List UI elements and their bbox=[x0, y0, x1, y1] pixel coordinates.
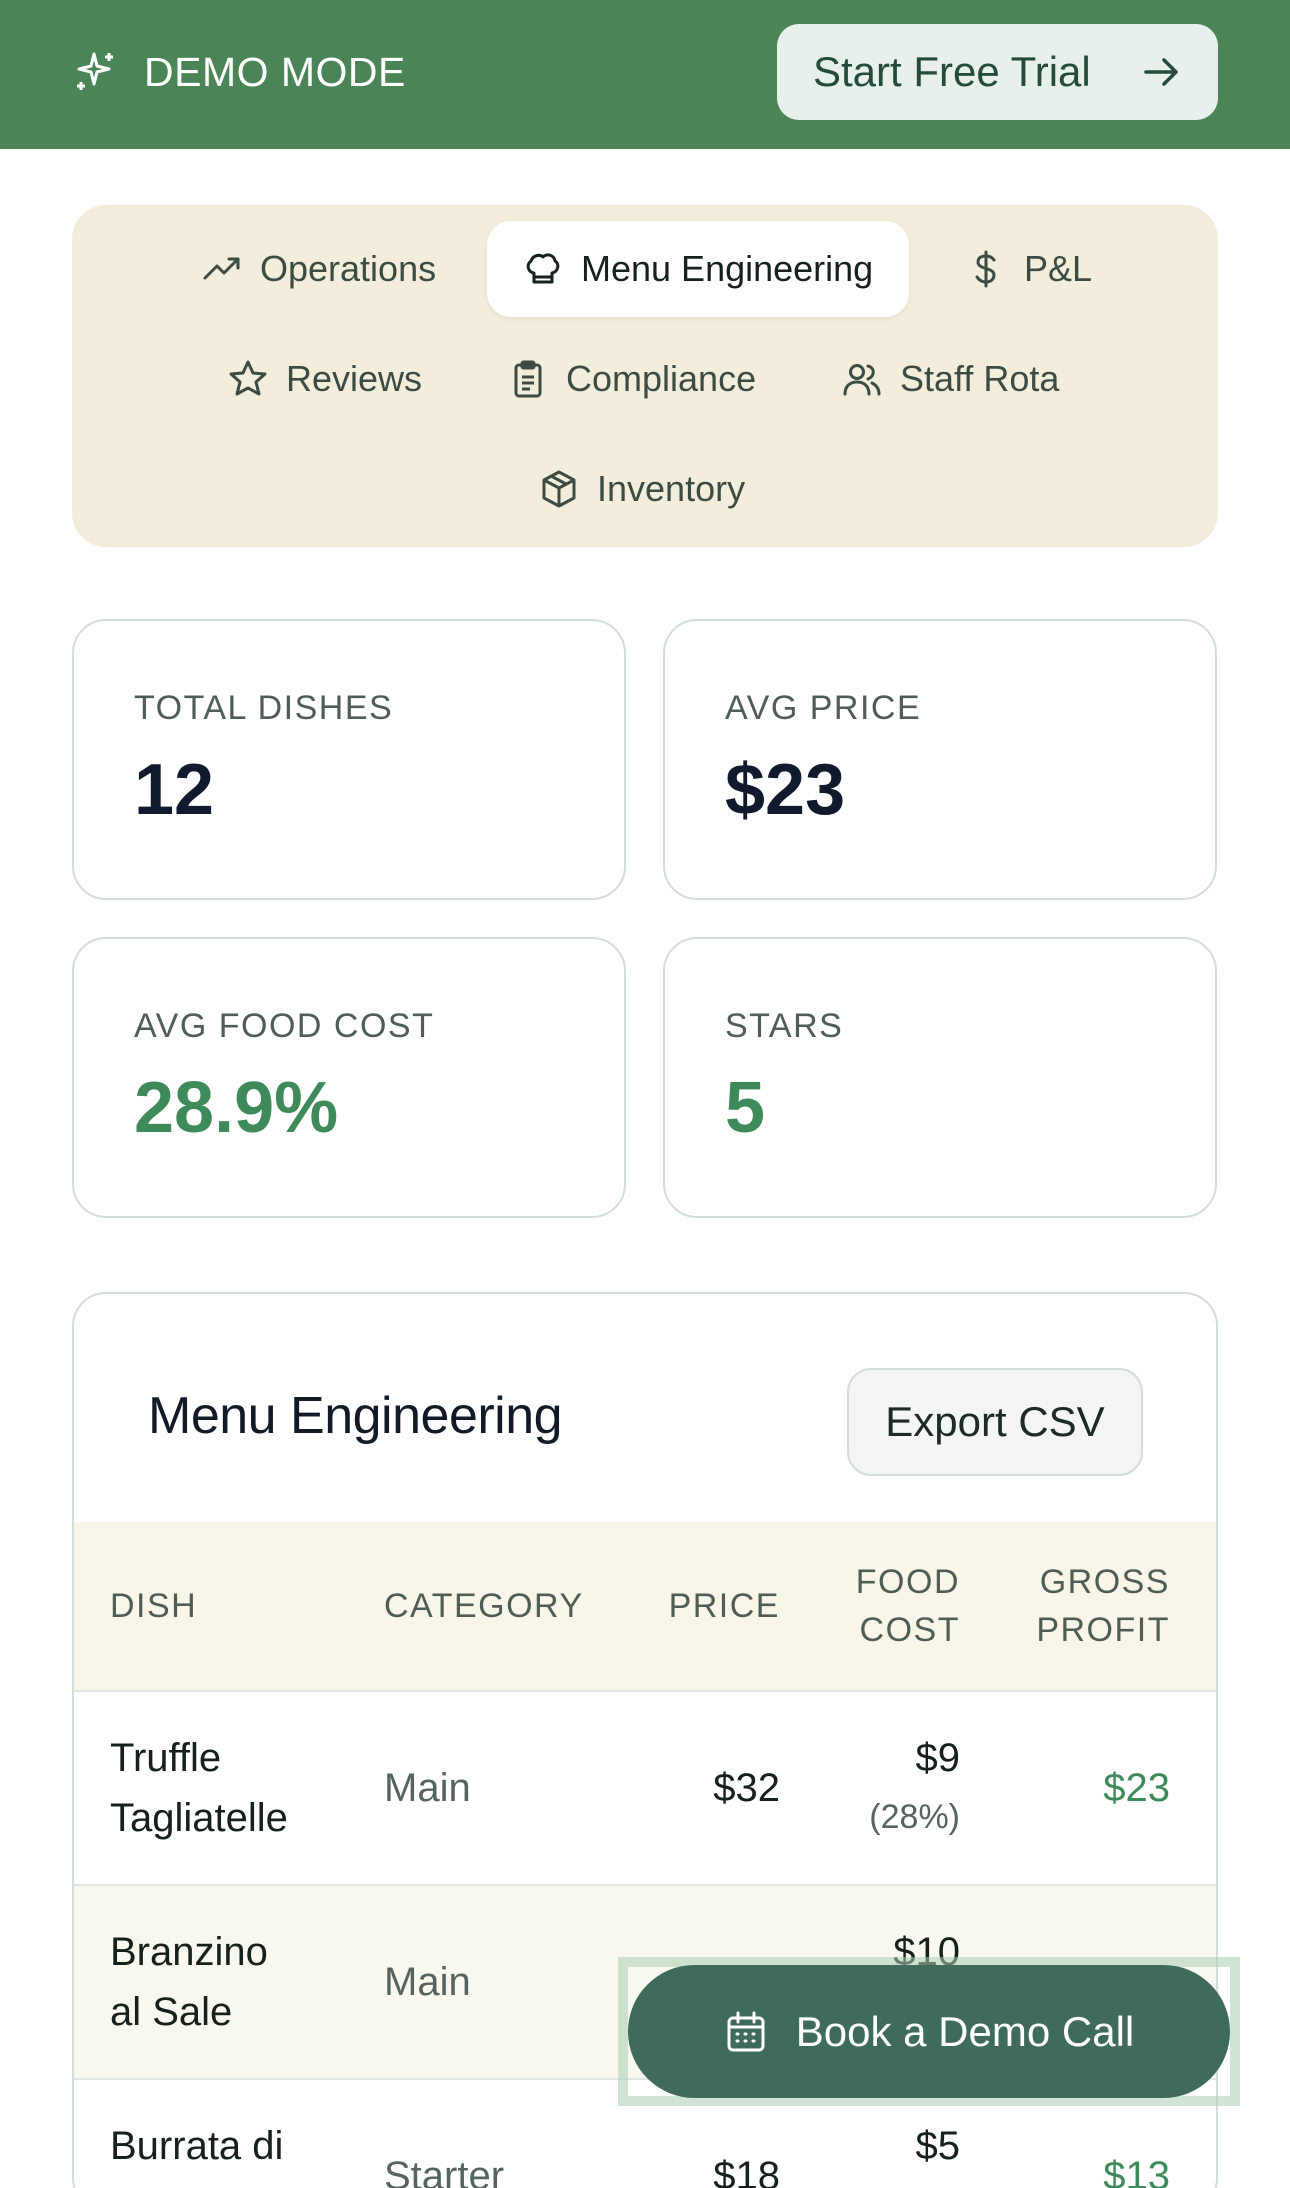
tab-pnl-label: P&L bbox=[1024, 248, 1093, 289]
export-csv-label: Export CSV bbox=[885, 1398, 1105, 1445]
start-free-trial-button[interactable]: Start Free Trial bbox=[777, 24, 1218, 120]
dish-name-line: Burrata di bbox=[110, 2124, 284, 2168]
stat-value: $23 bbox=[725, 750, 846, 830]
tab-staff-rota-label: Staff Rota bbox=[900, 358, 1060, 399]
column-header-line: GROSS bbox=[1039, 1563, 1170, 1601]
arrow-right-icon bbox=[1144, 58, 1178, 86]
start-free-trial-label: Start Free Trial bbox=[813, 48, 1091, 95]
dish-name: Truffle Tagliatelle bbox=[110, 1728, 350, 1848]
tab-reviews-label: Reviews bbox=[286, 358, 423, 399]
stat-card-avg-price: AVG PRICE $23 bbox=[663, 619, 1217, 900]
dish-food-cost: $9 (28%) bbox=[869, 1728, 960, 1846]
column-header-food-cost[interactable]: FOOD COST bbox=[856, 1558, 960, 1654]
column-header-gross-profit[interactable]: GROSS PROFIT bbox=[1036, 1558, 1170, 1654]
tab-staff-rota[interactable]: Staff Rota bbox=[842, 331, 1059, 427]
demo-mode-label: DEMO MODE bbox=[144, 48, 406, 95]
dish-name-line: Branzino bbox=[110, 1930, 268, 1974]
book-demo-focus-ring bbox=[618, 1957, 1240, 2106]
export-csv-button[interactable]: Export CSV bbox=[847, 1368, 1143, 1476]
column-header-line: FOOD bbox=[855, 1563, 960, 1601]
dish-price: $32 bbox=[713, 1766, 780, 1810]
dish-name: Burrata di bbox=[110, 2116, 350, 2176]
column-header-price[interactable]: PRICE bbox=[668, 1587, 780, 1625]
tab-reviews[interactable]: Reviews bbox=[228, 331, 422, 427]
users-icon bbox=[843, 364, 881, 396]
dish-food-cost: $5 bbox=[916, 2116, 961, 2176]
dish-name-line: al Sale bbox=[110, 1990, 233, 2034]
food-cost-value: $9 bbox=[915, 1736, 961, 1780]
food-cost-percent: (28%) bbox=[869, 1798, 960, 1836]
stat-value: 5 bbox=[725, 1068, 766, 1148]
dollar-icon bbox=[975, 250, 996, 288]
tab-operations-label: Operations bbox=[260, 248, 437, 289]
dish-price: $18 bbox=[713, 2154, 780, 2188]
book-demo-call-label: Book a Demo Call bbox=[795, 2007, 1135, 2055]
stat-label: STARS bbox=[725, 1007, 844, 1045]
tab-compliance[interactable]: Compliance bbox=[508, 331, 756, 427]
stat-card-total-dishes: TOTAL DISHES 12 bbox=[72, 619, 626, 900]
tab-menu-engineering-label: Menu Engineering bbox=[581, 248, 874, 289]
dish-gross-profit: $23 bbox=[1103, 1766, 1170, 1810]
tab-inventory[interactable]: Inventory bbox=[539, 441, 745, 537]
tab-pnl[interactable]: P&L bbox=[966, 221, 1092, 317]
demo-mode-indicator: DEMO MODE bbox=[72, 44, 406, 100]
stat-label: AVG FOOD COST bbox=[134, 1007, 435, 1045]
tab-inventory-label: Inventory bbox=[597, 468, 746, 509]
panel-title: Menu Engineering bbox=[148, 1387, 563, 1445]
section-tabs: Operations Menu Engineering P&L Reviews … bbox=[72, 205, 1218, 547]
stat-value: 28.9% bbox=[134, 1068, 339, 1148]
table-row[interactable]: Burrata di Starter $18 $5 $13 bbox=[74, 2080, 1216, 2188]
dish-name-line: Truffle bbox=[110, 1736, 222, 1780]
stat-card-stars: STARS 5 bbox=[663, 937, 1217, 1218]
dish-name-line: Tagliatelle bbox=[110, 1796, 288, 1840]
tab-operations[interactable]: Operations bbox=[202, 221, 436, 317]
food-cost-value: $5 bbox=[915, 2124, 961, 2168]
book-demo-call-button[interactable]: Book a Demo Call bbox=[628, 1965, 1230, 2098]
package-icon bbox=[542, 470, 576, 508]
column-header-category[interactable]: CATEGORY bbox=[384, 1587, 584, 1625]
column-header-line: COST bbox=[859, 1611, 960, 1649]
dish-name: Branzino al Sale bbox=[110, 1922, 350, 2042]
table-row[interactable]: Truffle Tagliatelle Main $32 $9 (28%) $2… bbox=[74, 1692, 1216, 1886]
dish-category: Main bbox=[384, 1766, 471, 1810]
star-icon bbox=[229, 360, 267, 396]
stat-label: TOTAL DISHES bbox=[134, 689, 394, 727]
tab-menu-engineering[interactable]: Menu Engineering bbox=[487, 221, 910, 317]
sparkles-icon bbox=[77, 52, 113, 90]
column-header-line: PROFIT bbox=[1036, 1611, 1170, 1649]
chef-hat-icon bbox=[526, 253, 560, 284]
calendar-icon bbox=[727, 2011, 765, 2051]
dish-category: Starter bbox=[384, 2154, 505, 2188]
dish-category: Main bbox=[384, 1960, 471, 2004]
table-header: DISH CATEGORY PRICE FOOD COST GROSS PROF… bbox=[74, 1522, 1216, 1692]
stat-card-avg-food-cost: AVG FOOD COST 28.9% bbox=[72, 937, 626, 1218]
clipboard-icon bbox=[514, 360, 542, 398]
column-header-dish[interactable]: DISH bbox=[110, 1587, 198, 1625]
stat-label: AVG PRICE bbox=[725, 689, 922, 727]
dish-gross-profit: $13 bbox=[1103, 2154, 1170, 2188]
tab-compliance-label: Compliance bbox=[566, 358, 757, 399]
top-bar: DEMO MODE Start Free Trial bbox=[0, 0, 1290, 149]
trending-up-icon bbox=[203, 257, 240, 280]
stat-value: 12 bbox=[134, 750, 215, 830]
